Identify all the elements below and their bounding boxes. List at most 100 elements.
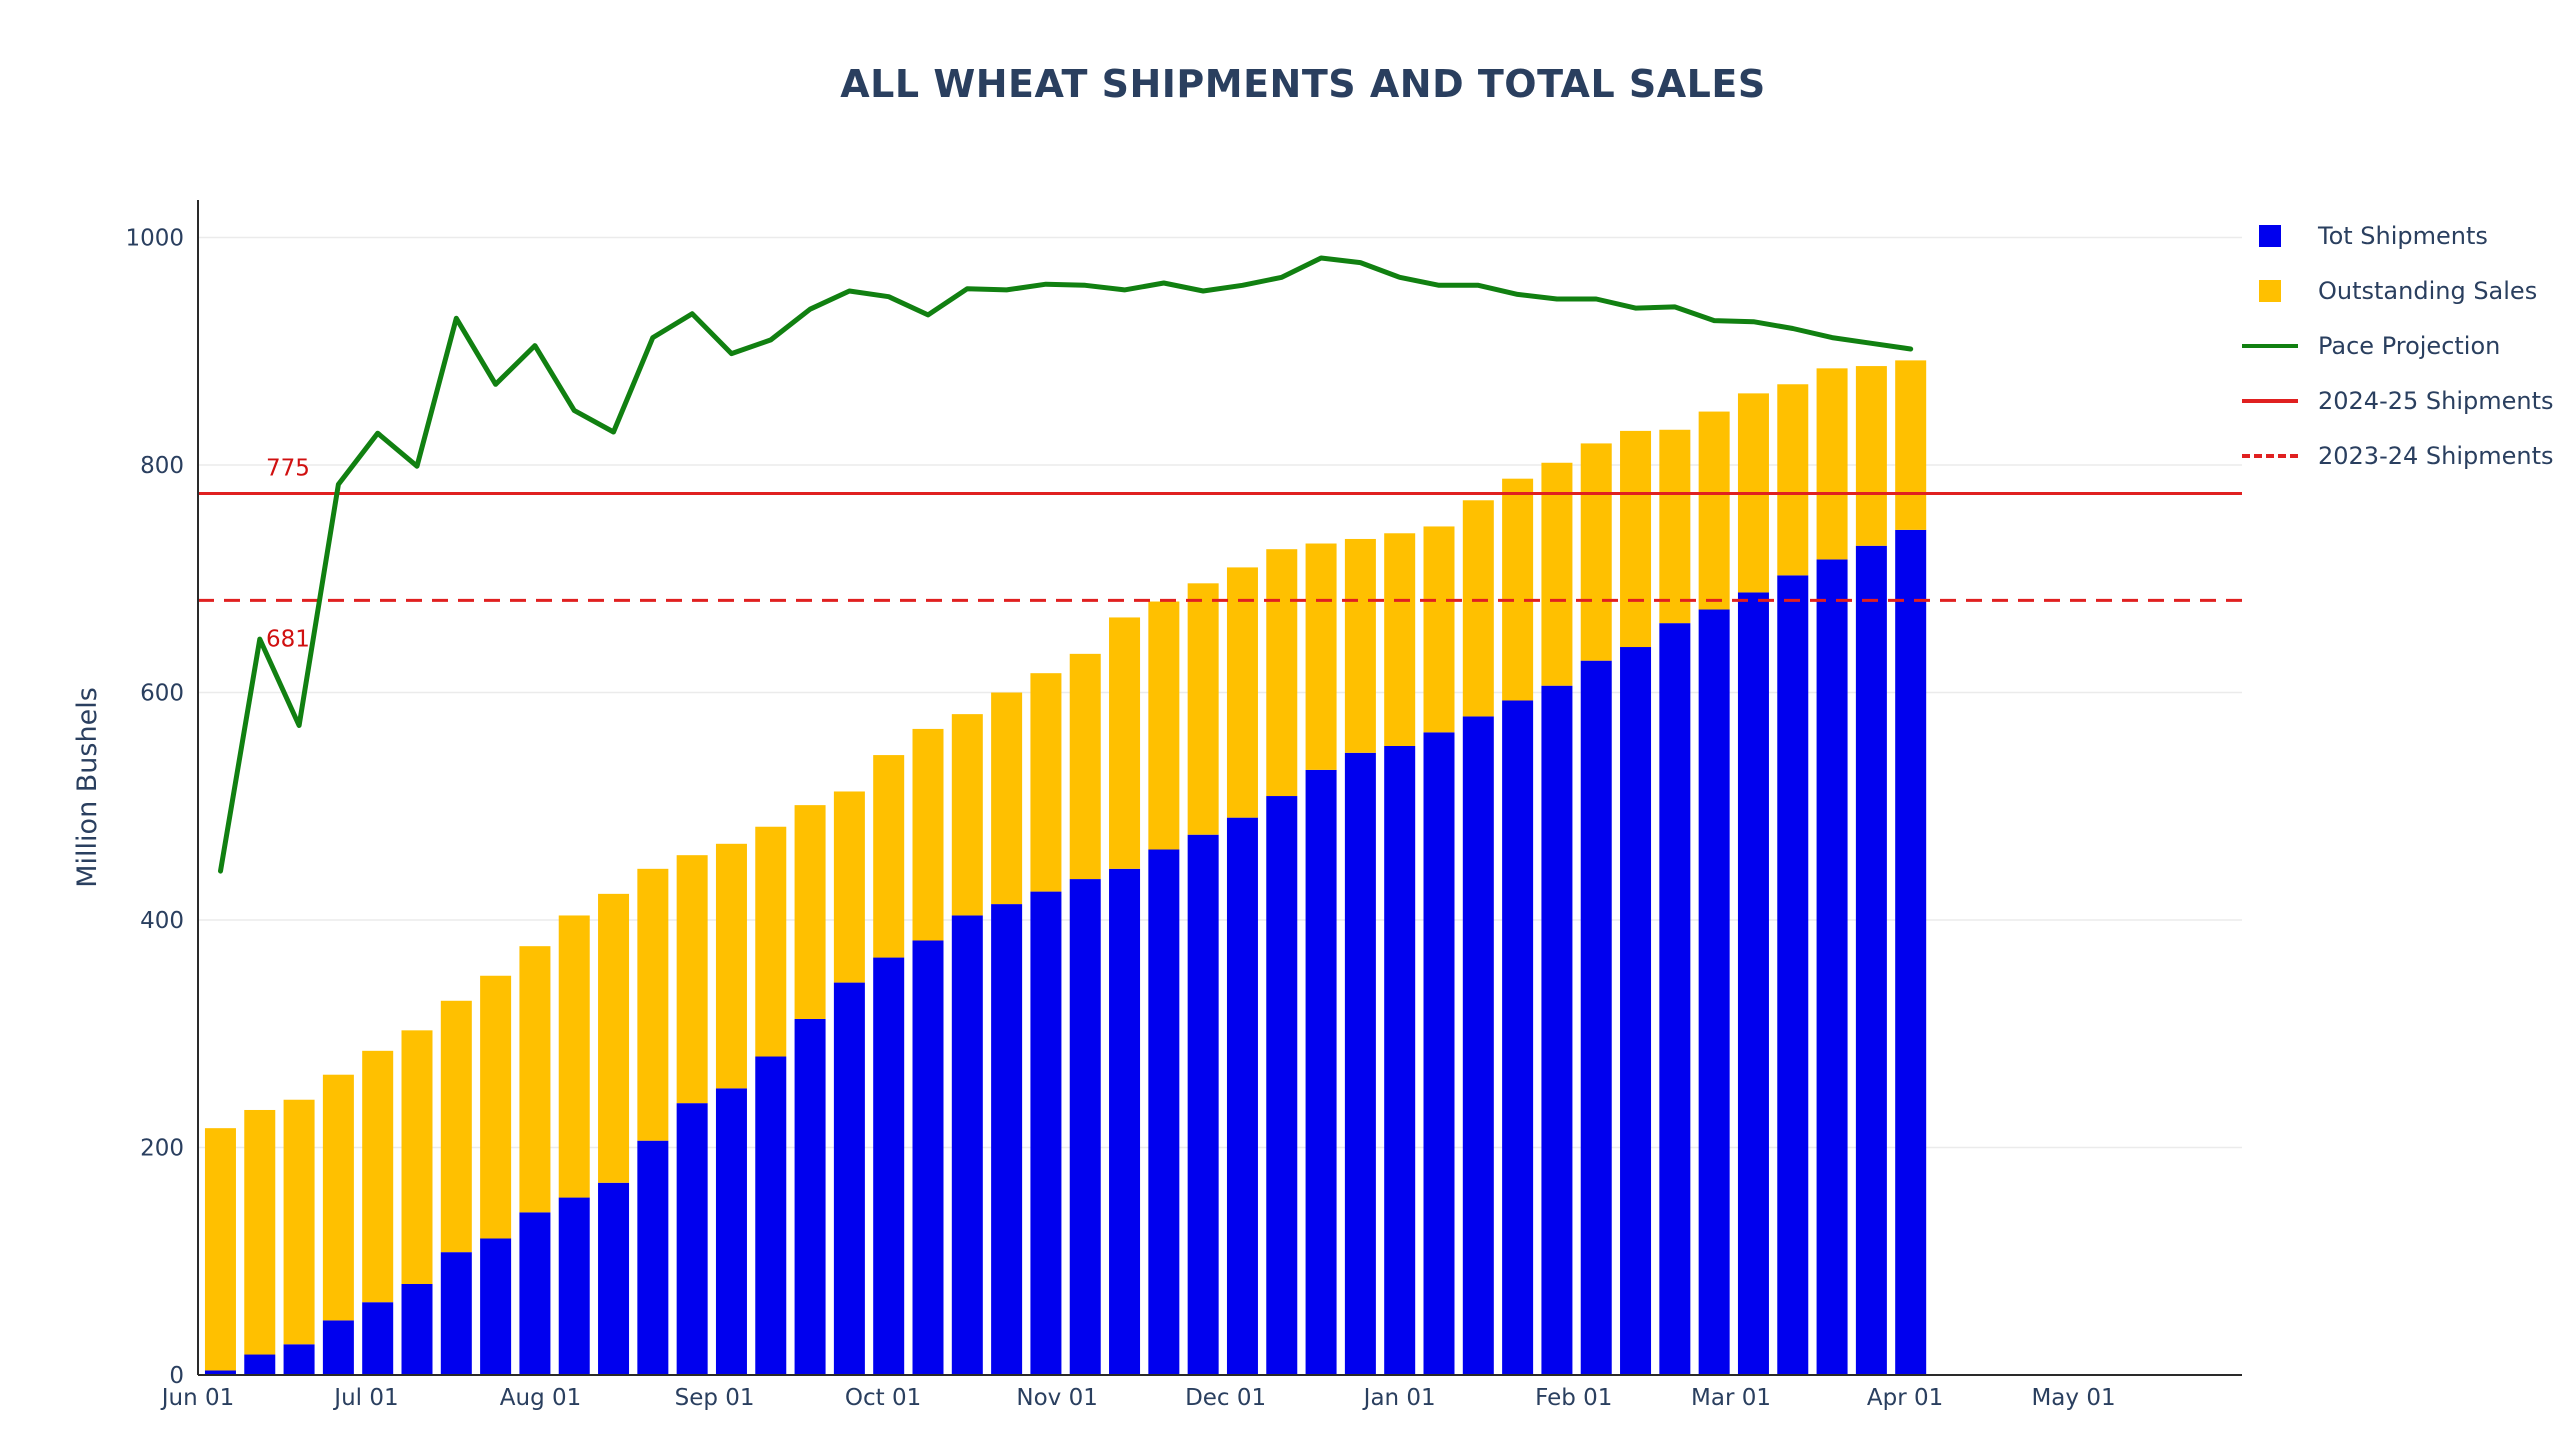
bar-shipments bbox=[598, 1182, 630, 1375]
bar-outstanding bbox=[637, 868, 669, 1141]
bar-outstanding bbox=[1423, 526, 1455, 733]
bar-shipments bbox=[401, 1284, 433, 1375]
y-tick-label: 600 bbox=[140, 681, 184, 707]
bar-outstanding bbox=[833, 791, 865, 983]
bar-shipments bbox=[1305, 769, 1337, 1375]
bar-outstanding bbox=[1580, 443, 1612, 661]
bar-shipments bbox=[1816, 559, 1848, 1375]
bar-outstanding bbox=[244, 1109, 276, 1355]
legend-item[interactable]: Pace Projection bbox=[2240, 318, 2554, 373]
bar-shipments bbox=[1462, 716, 1494, 1375]
x-tick-label: Feb 01 bbox=[1535, 1385, 1612, 1411]
x-tick-label: Nov 01 bbox=[1016, 1385, 1097, 1411]
legend-item[interactable]: 2023-24 Shipments bbox=[2240, 428, 2554, 483]
bar-outstanding bbox=[715, 843, 747, 1089]
bar-shipments bbox=[1344, 752, 1376, 1375]
bar-outstanding bbox=[1069, 653, 1101, 880]
bar-outstanding bbox=[440, 1000, 472, 1253]
bar-outstanding bbox=[873, 755, 905, 958]
bar-shipments bbox=[873, 957, 905, 1375]
bar-shipments bbox=[755, 1056, 787, 1375]
bar-shipments bbox=[244, 1354, 276, 1375]
bar-outstanding bbox=[755, 826, 787, 1057]
bar-outstanding bbox=[676, 855, 708, 1104]
x-tick-label: Dec 01 bbox=[1185, 1385, 1266, 1411]
y-tick-label: 200 bbox=[140, 1136, 184, 1162]
y-axis-title: Million Bushels bbox=[72, 687, 103, 888]
x-tick-label: Mar 01 bbox=[1691, 1385, 1771, 1411]
legend-item[interactable]: Outstanding Sales bbox=[2240, 263, 2554, 318]
bar-shipments bbox=[1659, 623, 1691, 1375]
x-tick-label: Jul 01 bbox=[332, 1385, 398, 1411]
legend-box-icon bbox=[2259, 279, 2281, 302]
bar-shipments bbox=[519, 1212, 551, 1375]
legend: Tot Shipments Outstanding Sales Pace Proje… bbox=[2240, 208, 2554, 483]
annotations: 775 681 bbox=[266, 455, 310, 652]
bar-shipments bbox=[1895, 529, 1927, 1375]
bar-shipments bbox=[558, 1197, 590, 1375]
bar-outstanding bbox=[1109, 617, 1141, 869]
legend-label: 2024-25 Shipments bbox=[2318, 386, 2554, 415]
axes: 0 200 400 600 800 1000 Jun 01 Jul 01 Aug 01 Sep 0… bbox=[72, 200, 2242, 1411]
legend-swatch bbox=[2240, 279, 2300, 303]
annotation-681: 681 bbox=[266, 626, 310, 652]
bar-shipments bbox=[1384, 745, 1416, 1375]
bar-shipments bbox=[676, 1103, 708, 1375]
legend-label: 2023-24 Shipments bbox=[2318, 441, 2554, 470]
bar-shipments bbox=[1187, 834, 1219, 1375]
y-tick-label: 0 bbox=[169, 1363, 184, 1389]
bar-shipments bbox=[1266, 796, 1298, 1375]
y-tick-label: 800 bbox=[140, 453, 184, 479]
bar-outstanding bbox=[519, 946, 551, 1213]
bar-outstanding bbox=[1698, 411, 1730, 610]
legend-label: Outstanding Sales bbox=[2318, 276, 2538, 305]
y-tick-label: 400 bbox=[140, 908, 184, 934]
bar-shipments bbox=[833, 982, 865, 1375]
bar-outstanding bbox=[1855, 366, 1887, 546]
bar-shipments bbox=[715, 1088, 747, 1375]
bar-outstanding bbox=[1895, 360, 1927, 530]
bar-outstanding bbox=[1659, 429, 1691, 624]
bar-outstanding bbox=[794, 805, 826, 1019]
bar-shipments bbox=[991, 904, 1023, 1375]
bar-outstanding bbox=[401, 1030, 433, 1285]
legend-item[interactable]: 2024-25 Shipments bbox=[2240, 373, 2554, 428]
y-tick-label: 1000 bbox=[125, 226, 184, 252]
bar-outstanding bbox=[480, 975, 512, 1239]
bar-outstanding bbox=[1266, 549, 1298, 797]
annotation-775: 775 bbox=[266, 455, 310, 481]
chart-title: ALL WHEAT SHIPMENTS AND TOTAL SALES bbox=[840, 62, 1766, 106]
legend-label: Pace Projection bbox=[2318, 331, 2501, 360]
bars bbox=[204, 360, 1927, 1375]
bar-outstanding bbox=[951, 714, 983, 916]
bar-outstanding bbox=[1502, 478, 1534, 701]
bar-outstanding bbox=[1226, 567, 1258, 818]
bar-shipments bbox=[1737, 592, 1769, 1375]
x-tick-label: Jan 01 bbox=[1362, 1385, 1436, 1411]
legend-line-icon bbox=[2242, 343, 2298, 348]
pace-line-layer bbox=[218, 255, 1914, 874]
bar-outstanding bbox=[1541, 462, 1573, 686]
bar-shipments bbox=[480, 1238, 512, 1375]
bar-outstanding bbox=[362, 1050, 394, 1303]
bar-shipments bbox=[912, 940, 944, 1375]
bar-outstanding bbox=[1187, 583, 1219, 835]
bar-shipments bbox=[1777, 575, 1809, 1375]
bar-outstanding bbox=[991, 692, 1023, 905]
bar-shipments bbox=[1580, 660, 1612, 1375]
x-tick-label: Apr 01 bbox=[1867, 1385, 1943, 1411]
bar-shipments bbox=[1620, 647, 1652, 1375]
legend-line-icon bbox=[2242, 453, 2298, 458]
legend-swatch bbox=[2240, 334, 2300, 358]
bar-outstanding bbox=[1384, 533, 1416, 746]
legend-item[interactable]: Tot Shipments bbox=[2240, 208, 2554, 263]
bar-outstanding bbox=[204, 1128, 236, 1371]
x-tick-label: May 01 bbox=[2031, 1385, 2115, 1411]
bar-outstanding bbox=[558, 915, 590, 1198]
bar-outstanding bbox=[1030, 673, 1062, 892]
bar-shipments bbox=[322, 1320, 354, 1375]
bar-outstanding bbox=[1777, 384, 1809, 576]
x-tick-label: Oct 01 bbox=[845, 1385, 921, 1411]
bar-shipments bbox=[204, 1370, 236, 1375]
